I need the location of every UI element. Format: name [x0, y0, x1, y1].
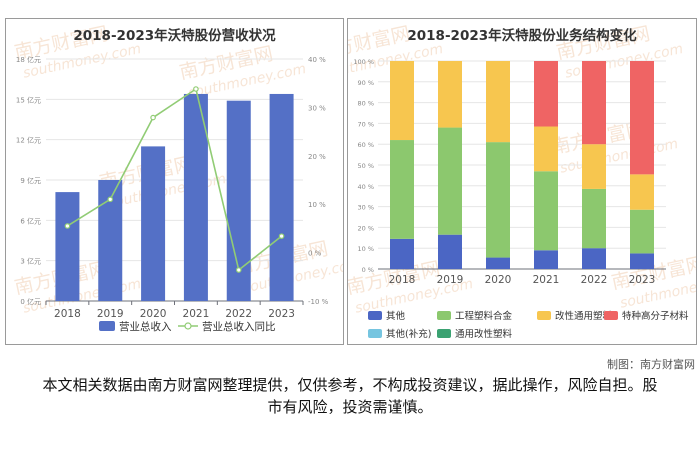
x-tick-label: 2020	[485, 274, 512, 286]
legend-label: 特种高分子材料	[622, 310, 689, 322]
yoy-point	[193, 86, 199, 92]
yoy-line	[66, 87, 283, 272]
disclaimer-text: 本文相关数据由南方财富网整理提供，仅供参考，不构成投资建议，据此操作，风险自担。…	[42, 376, 658, 416]
revenue-bar	[141, 146, 166, 301]
y-tick-label-left: 9 亿元	[20, 176, 41, 185]
y-tick-label: 80 %	[357, 100, 374, 108]
x-tick-label: 2018	[54, 308, 81, 320]
y-tick-label: 90 %	[357, 79, 374, 87]
yoy-point	[150, 114, 156, 121]
y-tick-label-right: 40 %	[308, 56, 326, 64]
legend-label-yoy: 营业总收入同比	[202, 320, 276, 333]
y-tick-label: 30 %	[357, 204, 374, 212]
chart-credit: 制图：南方财富网	[607, 358, 695, 371]
x-tick-label: 2022	[581, 274, 608, 286]
revenue-chart: 南方财富网southmoney.com南方财富网southmoney.com南方…	[12, 23, 343, 333]
revenue-bar	[55, 192, 80, 301]
stacked-bar-segment	[438, 234, 462, 269]
legend-label: 通用改性塑料	[455, 328, 513, 340]
stacked-bar-segment	[630, 209, 654, 254]
x-tick-label: 2021	[533, 274, 560, 286]
yoy-point	[107, 196, 114, 203]
structure-chart-title: 2018-2023年沃特股份业务结构变化	[407, 28, 637, 44]
x-tick-label: 2019	[437, 274, 464, 286]
legend-swatch	[537, 311, 551, 320]
x-tick-label: 2020	[140, 308, 167, 320]
y-tick-label: 100 %	[353, 58, 374, 66]
stacked-bar-segment	[582, 144, 606, 189]
y-tick-label-left: 12 亿元	[16, 136, 41, 145]
legend-label: 改性通用塑料	[555, 310, 613, 322]
y-tick-label-right: 20 %	[308, 153, 326, 161]
structure-chart: 南方财富网southmoney.com南方财富网southmoney.com南方…	[348, 23, 696, 340]
y-tick-label-left: 6 亿元	[20, 216, 41, 225]
stacked-bar-segment	[582, 61, 606, 145]
stacked-bar-segment	[486, 257, 510, 269]
stacked-bar-segment	[582, 248, 606, 269]
revenue-bar	[183, 93, 208, 301]
stacked-bar-segment	[438, 61, 462, 128]
y-tick-label-right: 30 %	[308, 104, 326, 112]
legend-swatch	[437, 329, 451, 338]
legend-swatch	[368, 311, 382, 320]
y-tick-label-left: 18 亿元	[16, 55, 41, 64]
y-tick-label-left: 3 亿元	[20, 257, 41, 266]
legend-label: 其他(补充)	[386, 328, 431, 340]
revenue-chart-title: 2018-2023年沃特股份营收状况	[73, 28, 276, 44]
y-tick-label-left: 15 亿元	[16, 95, 41, 104]
stacked-bar-segment	[534, 250, 558, 269]
legend-label: 其他	[386, 310, 406, 322]
legend-swatch-revenue	[99, 321, 115, 331]
revenue-bar	[269, 93, 294, 301]
x-tick-label: 2019	[97, 308, 124, 320]
x-tick-label: 2021	[183, 308, 210, 320]
y-tick-label: 50 %	[357, 162, 374, 170]
x-tick-label: 2023	[268, 308, 295, 320]
y-tick-label: 20 %	[357, 224, 374, 232]
y-tick-label: 10 %	[357, 245, 374, 253]
stacked-bar-segment	[486, 142, 510, 258]
y-tick-label: 60 %	[357, 141, 374, 149]
y-tick-label-left: 0 亿元	[20, 297, 41, 306]
legend-swatch-yoy-marker	[184, 322, 192, 330]
x-tick-label: 2023	[629, 274, 656, 286]
stacked-bar-segment	[534, 171, 558, 251]
legend-swatch	[437, 311, 451, 320]
y-tick-label: 70 %	[357, 120, 374, 128]
stacked-bar-segment	[390, 238, 414, 269]
y-tick-label-right: 10 %	[308, 201, 326, 209]
legend-swatch	[368, 329, 382, 338]
yoy-point	[278, 233, 285, 239]
stacked-bar-segment	[630, 253, 654, 269]
y-tick-label: 0 %	[362, 266, 374, 274]
stacked-bar-segment	[438, 127, 462, 235]
x-tick-label: 2018	[389, 274, 416, 286]
stacked-bar-segment	[630, 174, 654, 210]
stacked-bar-segment	[630, 61, 654, 175]
legend-swatch	[604, 311, 618, 320]
yoy-point	[235, 267, 242, 273]
y-tick-label-right: -10 %	[308, 298, 329, 306]
stacked-bar-segment	[534, 61, 558, 127]
revenue-chart-panel: 南方财富网southmoney.com南方财富网southmoney.com南方…	[5, 18, 344, 345]
x-tick-label: 2022	[225, 308, 252, 320]
stacked-bar-segment	[486, 61, 510, 143]
y-tick-label-right: 0 %	[308, 250, 322, 258]
stacked-bar-segment	[582, 188, 606, 249]
y-tick-label: 40 %	[357, 183, 374, 191]
legend-label-revenue: 营业总收入	[119, 320, 172, 333]
stacked-bar-segment	[390, 140, 414, 239]
legend-label: 工程塑料合金	[455, 310, 513, 322]
stacked-bar-segment	[534, 126, 558, 172]
yoy-point	[64, 223, 71, 229]
structure-chart-panel: 南方财富网 southmoney.com 南方财富网 southmoney.com 南方…	[347, 18, 697, 345]
stacked-bar-segment	[390, 61, 414, 141]
